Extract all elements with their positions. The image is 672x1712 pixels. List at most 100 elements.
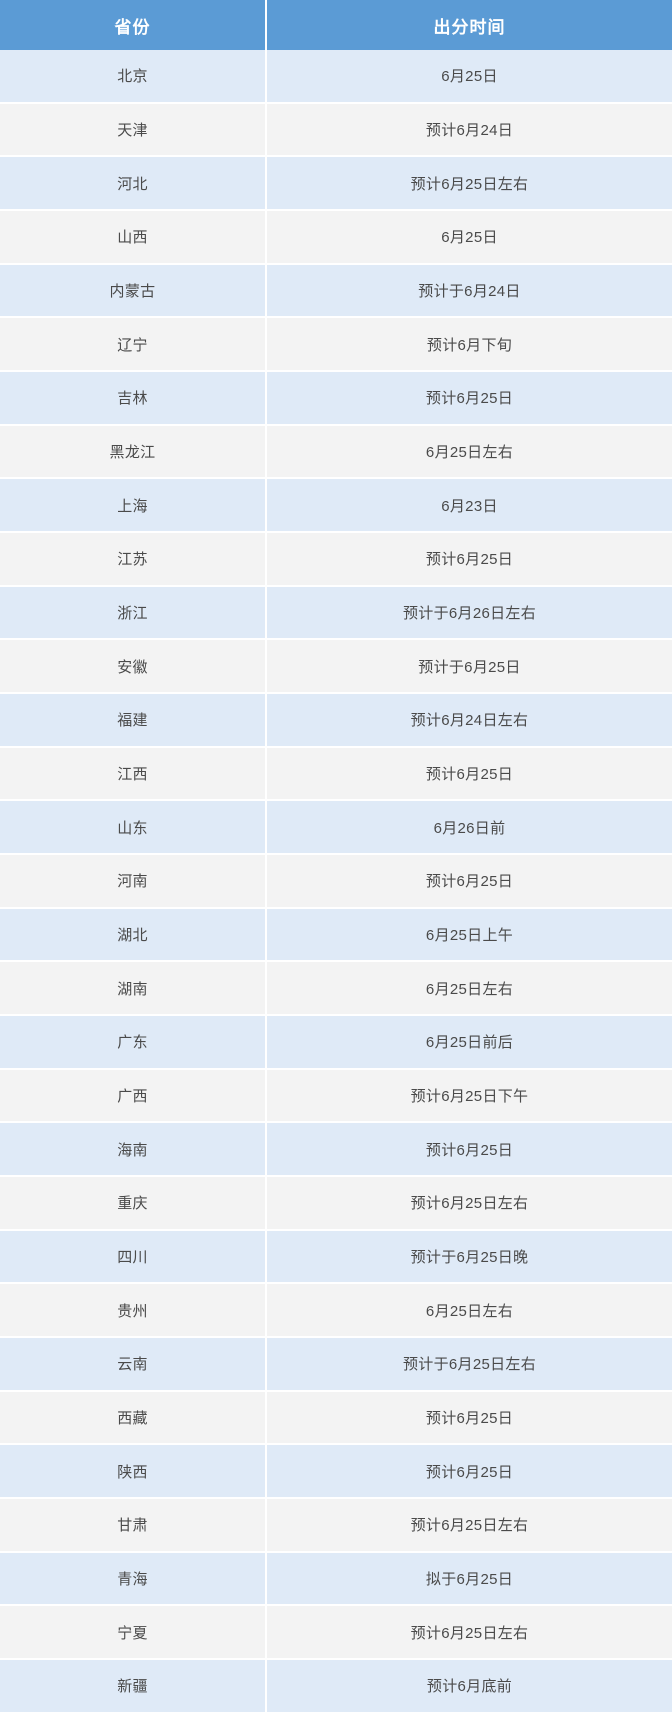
table-row: 江苏 预计6月25日 [0,532,672,587]
cell-time: 预计6月25日下午 [266,1068,672,1124]
table-row: 广西 预计6月25日下午 [0,1068,672,1124]
cell-province: 吉林 [0,371,267,426]
cell-province: 广西 [0,1068,267,1124]
table-row: 四川 预计于6月25日晚 [0,1229,672,1285]
table-row: 江西 预计6月25日 [0,746,672,802]
cell-province: 湖南 [0,961,267,1017]
cell-province: 内蒙古 [0,263,267,319]
table-row: 湖北 6月25日上午 [0,907,672,963]
cell-province: 甘肃 [0,1498,267,1553]
cell-time: 6月25日左右 [266,1283,672,1339]
table-row: 浙江 预计于6月26日左右 [0,585,672,641]
cell-province: 福建 [0,693,267,748]
cell-province: 浙江 [0,585,267,641]
cell-time: 6月25日 [266,210,672,265]
cell-time: 预计6月24日左右 [266,693,672,748]
cell-time: 预计6月25日左右 [266,1176,672,1231]
cell-time: 预计6月25日左右 [266,1498,672,1553]
cell-province: 重庆 [0,1176,267,1231]
cell-time: 预计于6月25日 [266,639,672,695]
table-row: 山东 6月26日前 [0,800,672,856]
cell-time: 6月25日 [266,50,672,104]
cell-time: 预计6月底前 [266,1659,672,1712]
cell-time: 拟于6月25日 [266,1551,672,1607]
cell-province: 江西 [0,746,267,802]
column-header-province: 省份 [0,0,267,50]
cell-time: 预计6月24日 [266,102,672,158]
table-header: 省份 出分时间 [0,0,672,50]
cell-time: 预计6月25日 [266,371,672,426]
cell-time: 预计6月25日 [266,1444,672,1500]
cell-time: 预计6月25日 [266,1122,672,1178]
table-row: 甘肃 预计6月25日左右 [0,1498,672,1553]
table-row: 贵州 6月25日左右 [0,1283,672,1339]
cell-time: 6月25日左右 [266,424,672,480]
cell-province: 四川 [0,1229,267,1285]
cell-province: 山东 [0,800,267,856]
cell-province: 河北 [0,156,267,212]
cell-province: 河南 [0,854,267,909]
cell-province: 云南 [0,1337,267,1392]
cell-province: 青海 [0,1551,267,1607]
cell-time: 6月25日左右 [266,961,672,1017]
cell-time: 预计于6月25日晚 [266,1229,672,1285]
cell-province: 广东 [0,1015,267,1070]
table-row: 山西 6月25日 [0,210,672,265]
table-row: 云南 预计于6月25日左右 [0,1337,672,1392]
table-row: 河南 预计6月25日 [0,854,672,909]
cell-time: 6月25日前后 [266,1015,672,1070]
cell-province: 宁夏 [0,1605,267,1661]
table-row: 海南 预计6月25日 [0,1122,672,1178]
cell-province: 山西 [0,210,267,265]
cell-province: 海南 [0,1122,267,1178]
table-row: 新疆 预计6月底前 [0,1659,672,1712]
table-row: 重庆 预计6月25日左右 [0,1176,672,1231]
table-row: 安徽 预计于6月25日 [0,639,672,695]
cell-province: 上海 [0,478,267,534]
cell-time: 6月23日 [266,478,672,534]
cell-time: 预计6月下旬 [266,317,672,373]
cell-province: 贵州 [0,1283,267,1339]
cell-province: 新疆 [0,1659,267,1712]
cell-province: 黑龙江 [0,424,267,480]
table-row: 北京 6月25日 [0,50,672,104]
table-row: 陕西 预计6月25日 [0,1444,672,1500]
cell-time: 6月25日上午 [266,907,672,963]
cell-time: 预计6月25日 [266,854,672,909]
column-header-time: 出分时间 [266,0,672,50]
cell-province: 天津 [0,102,267,158]
table-row: 黑龙江 6月25日左右 [0,424,672,480]
cell-time: 预计6月25日 [266,746,672,802]
cell-time: 预计6月25日 [266,1390,672,1446]
cell-province: 江苏 [0,532,267,587]
table-row: 青海 拟于6月25日 [0,1551,672,1607]
table-row: 宁夏 预计6月25日左右 [0,1605,672,1661]
table-row: 广东 6月25日前后 [0,1015,672,1070]
table-body: 北京 6月25日 天津 预计6月24日 河北 预计6月25日左右 山西 6月25日 内蒙古 预计于… [0,50,672,1712]
table-header-row: 省份 出分时间 [0,0,672,50]
cell-province: 西藏 [0,1390,267,1446]
table-row: 辽宁 预计6月下旬 [0,317,672,373]
cell-time: 预计于6月26日左右 [266,585,672,641]
cell-time: 预计6月25日 [266,532,672,587]
table-row: 内蒙古 预计于6月24日 [0,263,672,319]
cell-time: 预计于6月24日 [266,263,672,319]
cell-province: 北京 [0,50,267,104]
table-row: 上海 6月23日 [0,478,672,534]
table-row: 吉林 预计6月25日 [0,371,672,426]
table-row: 天津 预计6月24日 [0,102,672,158]
table-row: 河北 预计6月25日左右 [0,156,672,212]
cell-time: 预计于6月25日左右 [266,1337,672,1392]
table-row: 湖南 6月25日左右 [0,961,672,1017]
cell-time: 6月26日前 [266,800,672,856]
cell-time: 预计6月25日左右 [266,1605,672,1661]
table-row: 福建 预计6月24日左右 [0,693,672,748]
cell-province: 辽宁 [0,317,267,373]
cell-province: 湖北 [0,907,267,963]
cell-province: 陕西 [0,1444,267,1500]
cell-time: 预计6月25日左右 [266,156,672,212]
table-row: 西藏 预计6月25日 [0,1390,672,1446]
cell-province: 安徽 [0,639,267,695]
